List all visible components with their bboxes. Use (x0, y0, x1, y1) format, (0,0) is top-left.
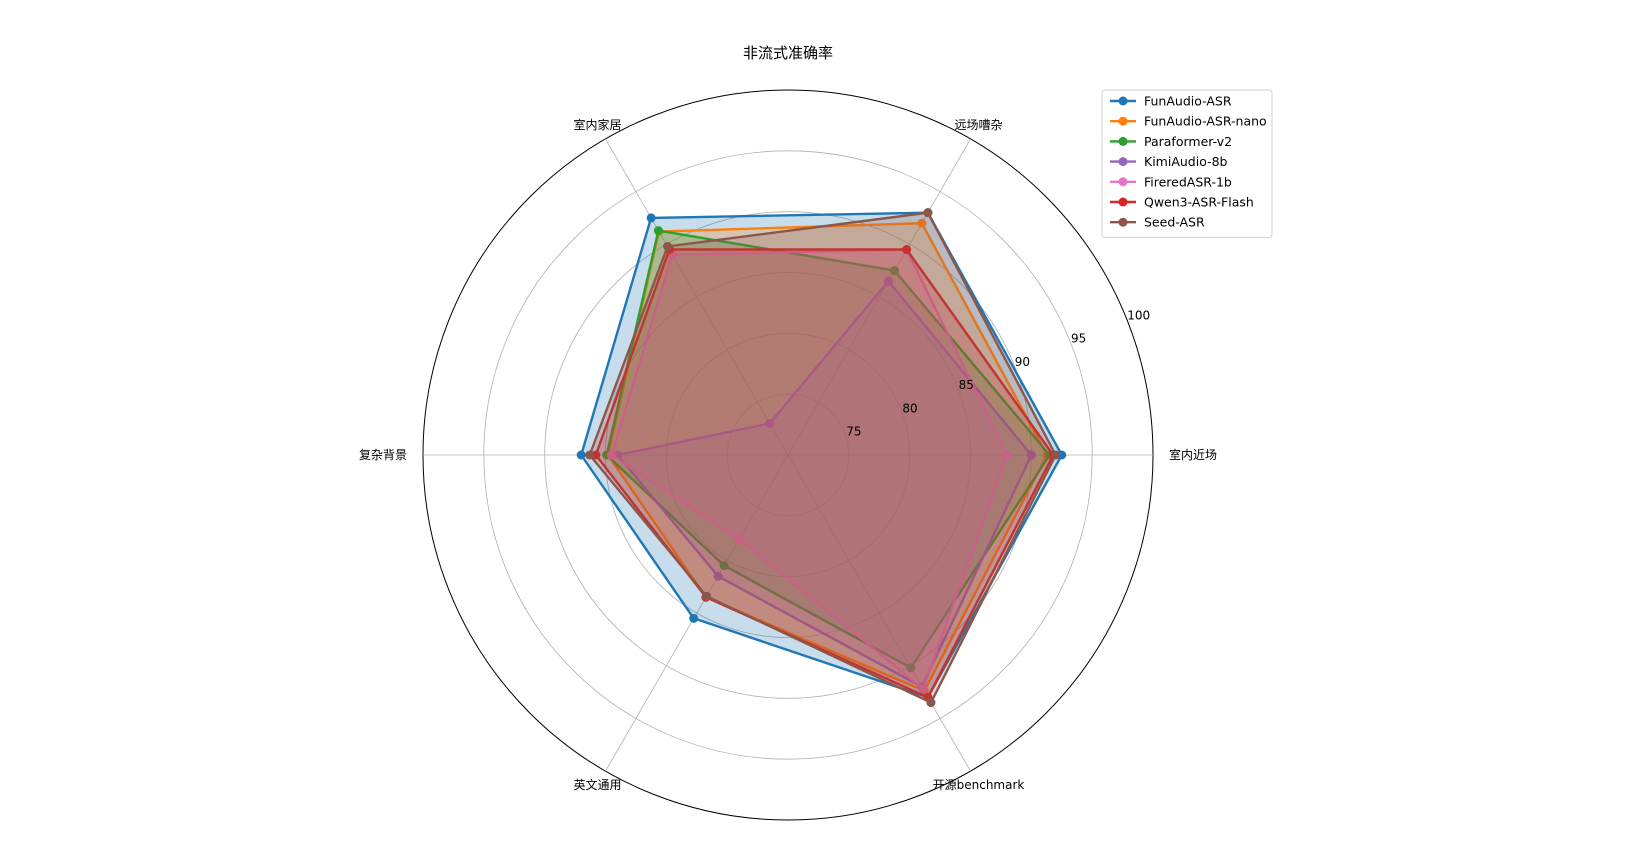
legend-item: FunAudio-ASR-nano (1110, 114, 1267, 129)
data-point (923, 208, 933, 218)
data-point (576, 450, 586, 460)
data-point (701, 591, 711, 601)
axis-label: 开源benchmark (933, 778, 1025, 792)
legend-label: KimiAudio-8b (1144, 154, 1228, 169)
data-point (917, 218, 927, 228)
legend-marker (1118, 217, 1128, 227)
legend-marker (1118, 177, 1128, 187)
r-tick-label: 90 (1015, 355, 1030, 369)
series-seed-asr (585, 208, 1061, 708)
axis-label: 远场嘈杂 (954, 118, 1002, 132)
data-point (765, 418, 775, 428)
data-point (926, 698, 936, 708)
grid-spoke (787, 454, 971, 772)
series-fill (581, 212, 1062, 698)
legend-marker (1118, 116, 1128, 126)
legend-label: Seed-ASR (1144, 215, 1205, 230)
data-point (653, 226, 663, 236)
data-point (607, 450, 617, 460)
grid-spoke (605, 138, 789, 456)
data-point (1026, 450, 1036, 460)
series-fill (595, 249, 1054, 698)
grid-spoke (787, 138, 971, 456)
data-point (918, 684, 928, 694)
series-paraformer-v2 (602, 226, 1055, 673)
series-qwen3-asr-flash (591, 245, 1058, 702)
data-point (646, 213, 656, 223)
legend-marker (1118, 197, 1128, 207)
axis-label: 复杂背景 (359, 448, 407, 462)
legend-item: Qwen3-ASR-Flash (1110, 195, 1254, 210)
legend-item: Seed-ASR (1110, 215, 1205, 230)
axis-label: 室内近场 (1169, 447, 1217, 462)
legend-item: Paraformer-v2 (1110, 134, 1232, 149)
legend-box (1101, 89, 1273, 238)
data-point (1051, 450, 1061, 460)
data-point (689, 613, 699, 623)
data-point (713, 571, 723, 581)
legend-marker (1118, 157, 1128, 167)
legend-marker (1118, 96, 1128, 106)
r-tick-label: 85 (959, 378, 974, 392)
data-point (663, 241, 673, 251)
data-point (906, 663, 916, 673)
r-tick-label: 95 (1071, 332, 1086, 346)
legend-label: Paraformer-v2 (1144, 134, 1232, 149)
series-fill (617, 281, 1032, 687)
data-point (585, 450, 595, 460)
axis-label: 英文通用 (573, 777, 621, 792)
series-fill (589, 212, 1056, 703)
legend-item: FireredASR-1b (1110, 174, 1232, 189)
series-fill (611, 249, 1007, 689)
series-layer (576, 208, 1067, 708)
grid-spoke (605, 454, 789, 772)
legend-marker (1118, 136, 1128, 146)
data-point (902, 245, 912, 255)
axis-label: 室内家居 (573, 117, 621, 132)
data-point (1002, 450, 1012, 460)
r-tick-label: 80 (902, 401, 917, 415)
legend-item: KimiAudio-8b (1110, 154, 1228, 169)
data-point (719, 561, 729, 571)
data-point (889, 266, 899, 276)
legend-item: FunAudio-ASR (1110, 94, 1232, 109)
data-point (734, 534, 744, 544)
chart-title: 非流式准确率 (743, 44, 833, 62)
data-point (883, 276, 893, 286)
legend-label: FireredASR-1b (1144, 174, 1232, 189)
r-tick-label: 75 (846, 425, 861, 439)
legend: FunAudio-ASR FunAudio-ASR-nano Paraformer-… (1101, 89, 1273, 238)
legend-label: FunAudio-ASR (1144, 94, 1232, 109)
legend-label: FunAudio-ASR-nano (1144, 114, 1267, 129)
r-tick-label: 100 (1127, 308, 1150, 322)
legend-label: Qwen3-ASR-Flash (1144, 195, 1254, 210)
